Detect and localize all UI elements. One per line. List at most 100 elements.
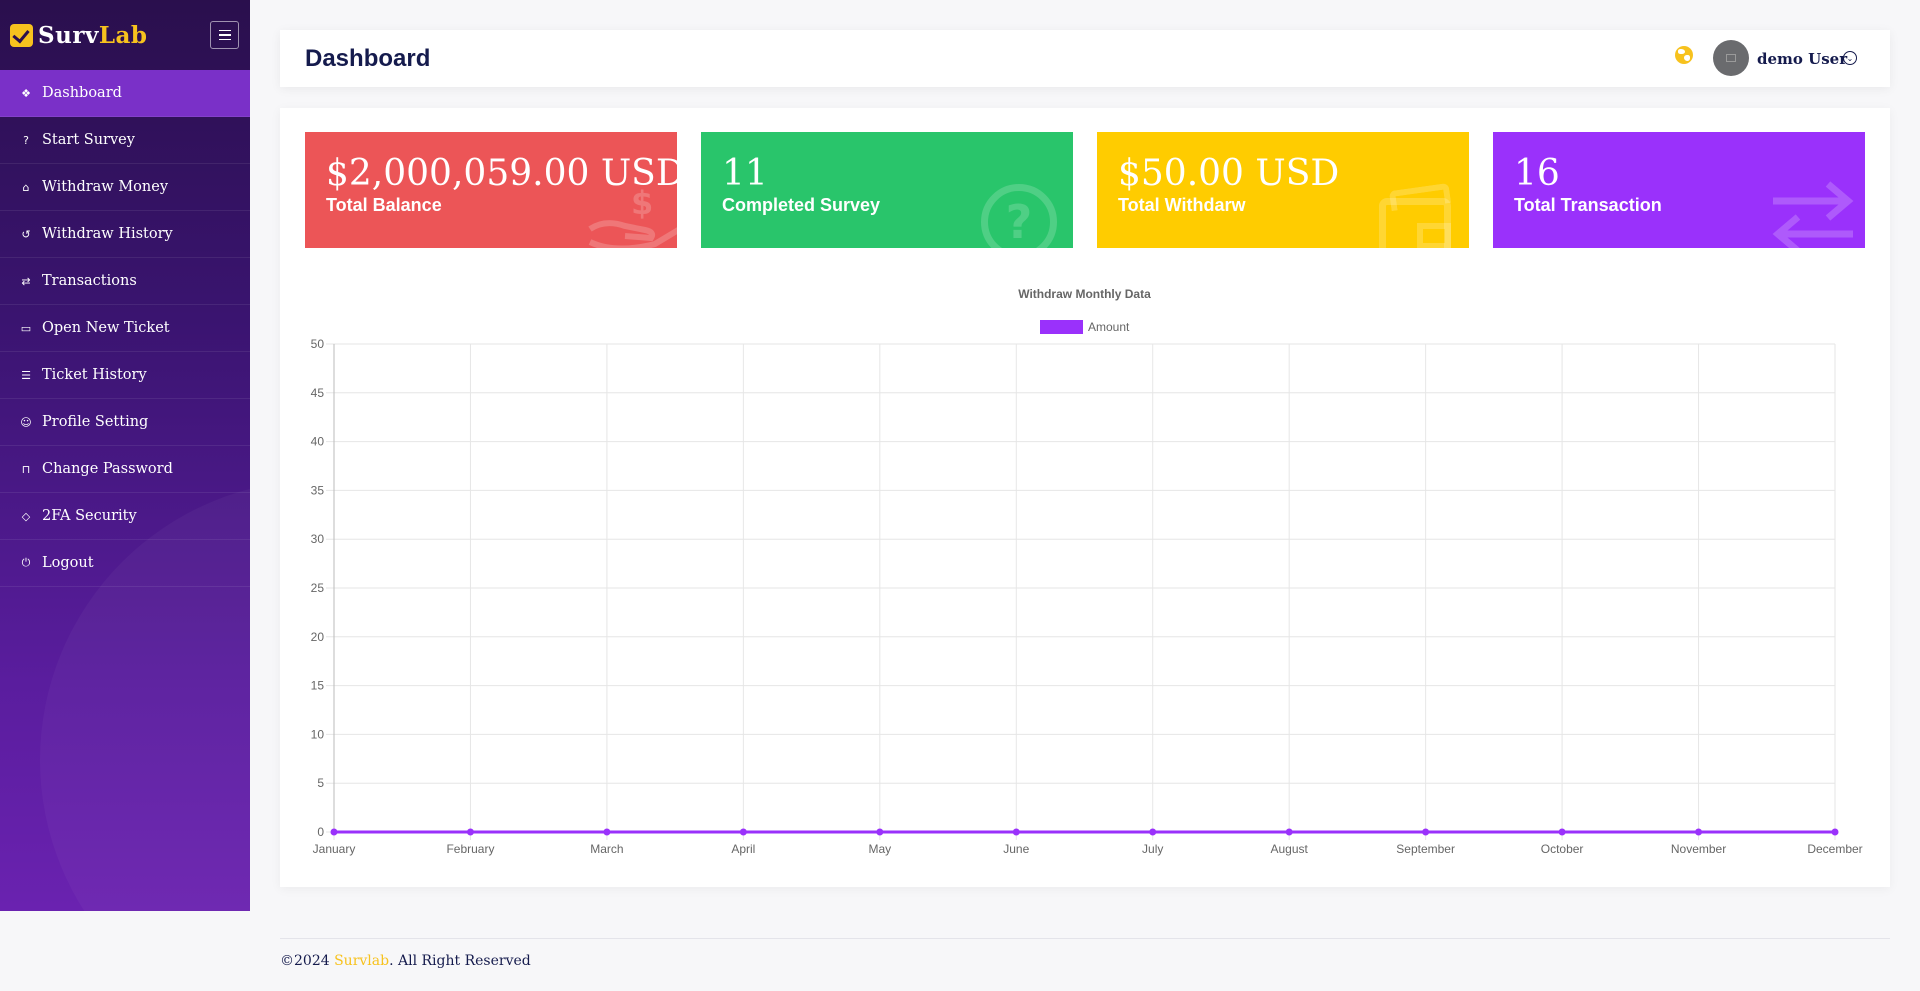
data-point [1558, 828, 1566, 836]
sidebar-item-label: Withdraw Money [42, 179, 169, 195]
x-tick-label: February [446, 842, 494, 856]
lock-icon: ⊓ [21, 462, 31, 476]
footer-rights: . All Right Reserved [389, 953, 531, 969]
x-tick-label: September [1396, 842, 1455, 856]
legend-label: Amount [1088, 320, 1130, 334]
top-header: Dashboard demo User ⌄ [280, 30, 1890, 87]
globe-icon[interactable] [1675, 46, 1693, 64]
sidebar-item-label: Transactions [42, 273, 137, 289]
y-tick-label: 15 [311, 679, 325, 693]
sidebar-item-dashboard[interactable]: ❖ Dashboard [0, 70, 250, 117]
sidebar-item-label: 2FA Security [42, 508, 137, 524]
sidebar: SurvLab ❖ Dashboard ? Start Survey ⌂ Withdraw… [0, 0, 250, 911]
data-point [1695, 828, 1703, 836]
card-total-balance: $2,000,059.00 USD Total Balance $ [305, 132, 677, 248]
data-point [330, 828, 338, 836]
brand-name: SurvLab [38, 22, 148, 49]
sidebar-item-label: Logout [42, 555, 94, 571]
card-value: 16 [1514, 153, 1560, 194]
money-hand-icon: $ [588, 184, 677, 248]
page-title: Dashboard [305, 44, 431, 72]
layers-icon: ❖ [21, 86, 31, 100]
transfer-icon: ⇄ [21, 274, 31, 288]
data-point [1285, 828, 1293, 836]
brand-name-part2: Lab [98, 21, 148, 49]
x-tick-label: October [1541, 842, 1584, 856]
data-point [603, 828, 611, 836]
shield-icon: ◇ [21, 509, 31, 523]
data-point [876, 828, 884, 836]
footer: ©2024 Survlab. All Right Reserved [280, 953, 531, 969]
hamburger-icon [218, 29, 231, 32]
dashboard-panel: $2,000,059.00 USD Total Balance $ 11 Com… [280, 108, 1890, 887]
power-icon: ⏻ [21, 556, 31, 569]
sidebar-item-profile-setting[interactable]: ☺ Profile Setting [0, 399, 250, 446]
ticket-icon: ▭ [20, 321, 32, 335]
card-value: $50.00 USD [1118, 153, 1340, 194]
sidebar-item-label: Open New Ticket [42, 320, 170, 336]
card-label: Total Withdarw [1118, 195, 1246, 215]
data-point [1012, 828, 1020, 836]
sidebar-item-label: Dashboard [42, 85, 122, 101]
y-tick-label: 25 [311, 581, 325, 595]
y-tick-label: 30 [311, 532, 325, 546]
svg-text:$: $ [631, 184, 653, 222]
data-point [1831, 828, 1839, 836]
legend-swatch [1040, 320, 1083, 334]
chevron-down-icon[interactable]: ⌄ [1843, 51, 1857, 65]
card-label: Completed Survey [722, 195, 881, 215]
question-icon: ? [981, 184, 1057, 248]
card-value: $2,000,059.00 USD [326, 153, 677, 194]
x-tick-label: January [313, 842, 356, 856]
card-completed-survey: 11 Completed Survey ? [701, 132, 1073, 248]
data-point [1149, 828, 1157, 836]
check-badge-icon [10, 23, 33, 47]
avatar[interactable] [1713, 40, 1749, 76]
card-total-transaction: 16 Total Transaction [1493, 132, 1865, 248]
sidebar-item-start-survey[interactable]: ? Start Survey [0, 117, 250, 164]
sidebar-item-change-password[interactable]: ⊓ Change Password [0, 446, 250, 493]
data-point [739, 828, 747, 836]
footer-divider [280, 938, 1890, 939]
sidebar-item-withdraw-money[interactable]: ⌂ Withdraw Money [0, 164, 250, 211]
sidebar-item-transactions[interactable]: ⇄ Transactions [0, 258, 250, 305]
brand-logo[interactable]: SurvLab [0, 0, 250, 70]
sidebar-nav: ❖ Dashboard ? Start Survey ⌂ Withdraw Money ↺ W… [0, 70, 250, 587]
withdraw-monthly-chart: Withdraw Monthly Data Amount 0 5 10 15 20 25 30 3… [311, 287, 1863, 856]
sidebar-item-logout[interactable]: ⏻ Logout [0, 540, 250, 587]
y-tick-label: 40 [311, 435, 325, 449]
footer-brand-link[interactable]: Survlab [334, 953, 390, 969]
exchange-icon [1772, 181, 1854, 248]
data-point [466, 828, 474, 836]
menu-toggle-button[interactable] [210, 21, 239, 49]
y-tick-label: 50 [311, 337, 325, 351]
sidebar-item-withdraw-history[interactable]: ↺ Withdraw History [0, 211, 250, 258]
sidebar-item-label: Change Password [42, 461, 173, 477]
sidebar-item-2fa-security[interactable]: ◇ 2FA Security [0, 493, 250, 540]
x-tick-label: November [1671, 842, 1726, 856]
x-tick-label: December [1807, 842, 1862, 856]
x-tick-label: June [1003, 842, 1029, 856]
x-tick-label: May [868, 842, 891, 856]
sidebar-item-ticket-history[interactable]: ☰ Ticket History [0, 352, 250, 399]
footer-copyright: ©2024 [280, 953, 335, 969]
card-total-withdraw: $50.00 USD Total Withdarw [1097, 132, 1469, 248]
sidebar-item-label: Ticket History [42, 367, 147, 383]
bank-icon: ⌂ [22, 180, 30, 194]
y-tick-label: 35 [311, 483, 325, 497]
chart-title: Withdraw Monthly Data [1018, 287, 1151, 301]
data-point [1422, 828, 1430, 836]
brand-name-part1: Surv [38, 21, 99, 49]
user-icon: ☺ [20, 415, 32, 429]
sidebar-item-open-new-ticket[interactable]: ▭ Open New Ticket [0, 305, 250, 352]
card-label: Total Balance [326, 195, 442, 215]
wallet-icon [1379, 198, 1451, 248]
sidebar-item-label: Withdraw History [42, 226, 173, 242]
history-icon: ↺ [21, 227, 31, 241]
x-tick-label: March [590, 842, 623, 856]
y-tick-label: 45 [311, 386, 325, 400]
card-value: 11 [722, 153, 768, 194]
y-tick-label: 20 [311, 630, 325, 644]
user-name[interactable]: demo User [1757, 50, 1848, 68]
x-tick-label: August [1271, 842, 1309, 856]
